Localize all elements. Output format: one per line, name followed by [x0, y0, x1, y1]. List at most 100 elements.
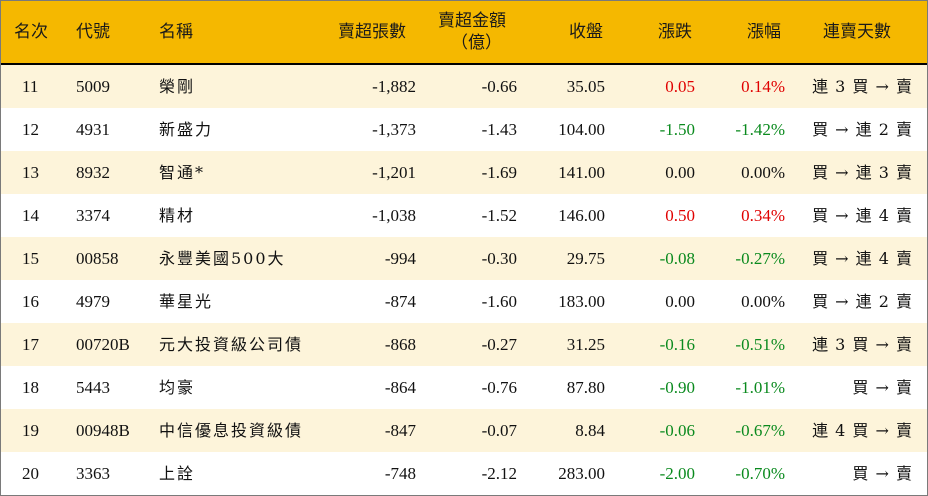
cell-change: 0.05: [665, 77, 695, 96]
cell-code: 3363: [76, 464, 110, 483]
header-change: 漲跌: [658, 22, 692, 42]
cell-close: 183.00: [558, 292, 605, 311]
cell-change-pct: 0.00%: [741, 163, 785, 182]
cell-code: 8932: [76, 163, 110, 182]
cell-rank: 15: [22, 249, 39, 268]
cell-close: 104.00: [558, 120, 605, 139]
cell-rank: 11: [22, 77, 39, 96]
cell-net-sell-lots: -1,038: [372, 206, 416, 225]
cell-close: 141.00: [558, 163, 605, 182]
cell-net-sell-amount: -1.60: [481, 292, 517, 311]
cell-consecutive-days: 買 → 連 2 賣: [812, 292, 913, 311]
cell-net-sell-amount: -0.07: [481, 421, 517, 440]
header-rank: 名次: [14, 22, 48, 42]
header-net-sell-amount: 賣超金額: [438, 11, 506, 31]
cell-change: -0.90: [659, 378, 695, 397]
cell-code: 00858: [76, 249, 119, 268]
cell-net-sell-lots: -1,882: [372, 77, 416, 96]
cell-consecutive-days: 連 4 買 → 賣: [812, 421, 913, 440]
cell-net-sell-amount: -0.66: [481, 77, 517, 96]
cell-rank: 20: [22, 464, 39, 483]
table-row: 13 8932 智通* -1,201 -1.69 141.00 0.00 0.00% 買 → 連…: [1, 151, 927, 194]
cell-net-sell-amount: -1.43: [481, 120, 517, 139]
cell-net-sell-lots: -864: [384, 378, 416, 397]
cell-code: 5009: [76, 77, 110, 96]
table-row: 20 3363 上詮 -748 -2.12 283.00 -2.00 -0.70% 買 → 賣: [1, 452, 927, 495]
header-change-pct: 漲幅: [747, 22, 781, 42]
cell-consecutive-days: 買 → 連 4 賣: [812, 206, 913, 225]
table-row: 17 00720B 元大投資級公司債 -868 -0.27 31.25 -0.16 -0.51…: [1, 323, 927, 366]
table-row: 19 00948B 中信優息投資級債 -847 -0.07 8.84 -0.06 -0.67%…: [1, 409, 927, 452]
cell-rank: 14: [22, 206, 39, 225]
header-consecutive-days: 連賣天數: [823, 22, 891, 42]
cell-code: 3374: [76, 206, 110, 225]
cell-change: -0.08: [659, 249, 695, 268]
cell-name: 精材: [159, 206, 196, 225]
cell-rank: 18: [22, 378, 39, 397]
cell-net-sell-amount: -0.76: [481, 378, 517, 397]
cell-net-sell-amount: -1.69: [481, 163, 517, 182]
cell-net-sell-lots: -1,201: [372, 163, 416, 182]
cell-name: 智通*: [159, 163, 206, 182]
cell-change: -1.50: [659, 120, 695, 139]
cell-net-sell-lots: -748: [384, 464, 416, 483]
table-row: 18 5443 均豪 -864 -0.76 87.80 -0.90 -1.01% 買 → 賣: [1, 366, 927, 409]
cell-net-sell-amount: -0.27: [481, 335, 517, 354]
cell-change: 0.00: [665, 292, 695, 311]
cell-net-sell-lots: -1,373: [372, 120, 416, 139]
cell-consecutive-days: 買 → 賣: [852, 464, 913, 483]
header-net-sell-lots: 賣超張數: [338, 22, 406, 42]
cell-change-pct: -0.70%: [735, 464, 785, 483]
cell-change-pct: -0.51%: [735, 335, 785, 354]
cell-change: -0.16: [659, 335, 695, 354]
table-row: 12 4931 新盛力 -1,373 -1.43 104.00 -1.50 -1.42% 買 →…: [1, 108, 927, 151]
cell-close: 283.00: [558, 464, 605, 483]
header-code: 代號: [76, 22, 110, 42]
cell-change: 0.00: [665, 163, 695, 182]
cell-code: 00948B: [76, 421, 130, 440]
cell-change-pct: 0.34%: [741, 206, 785, 225]
cell-change-pct: 0.14%: [741, 77, 785, 96]
cell-change-pct: 0.00%: [741, 292, 785, 311]
table-row: 11 5009 榮剛 -1,882 -0.66 35.05 0.05 0.14% 連 3 買 →…: [1, 65, 927, 108]
table-header: 名次 代號 名稱 賣超張數 賣超金額 （億） 收盤 漲跌 漲幅 連賣天數: [1, 1, 927, 65]
cell-rank: 19: [22, 421, 39, 440]
table-row: 16 4979 華星光 -874 -1.60 183.00 0.00 0.00% 買 → 連 2…: [1, 280, 927, 323]
cell-close: 31.25: [566, 335, 605, 354]
cell-consecutive-days: 買 → 賣: [852, 378, 913, 397]
cell-close: 8.84: [575, 421, 605, 440]
cell-close: 35.05: [566, 77, 605, 96]
cell-net-sell-lots: -868: [384, 335, 416, 354]
cell-net-sell-lots: -874: [384, 292, 416, 311]
cell-rank: 12: [22, 120, 39, 139]
cell-name: 新盛力: [159, 120, 214, 139]
cell-close: 146.00: [558, 206, 605, 225]
table-row: 14 3374 精材 -1,038 -1.52 146.00 0.50 0.34% 買 → 連 …: [1, 194, 927, 237]
cell-consecutive-days: 買 → 連 3 賣: [812, 163, 913, 182]
cell-name: 永豐美國500大: [159, 249, 286, 268]
cell-name: 華星光: [159, 292, 214, 311]
cell-net-sell-amount: -0.30: [481, 249, 517, 268]
cell-name: 均豪: [159, 378, 196, 397]
table-row: 15 00858 永豐美國500大 -994 -0.30 29.75 -0.08 -0.27%…: [1, 237, 927, 280]
header-net-sell-amount-unit: （億）: [451, 33, 502, 53]
cell-code: 4979: [76, 292, 110, 311]
cell-rank: 13: [22, 163, 39, 182]
cell-consecutive-days: 連 3 買 → 賣: [812, 335, 913, 354]
cell-rank: 16: [22, 292, 39, 311]
cell-rank: 17: [22, 335, 39, 354]
cell-code: 00720B: [76, 335, 130, 354]
cell-consecutive-days: 買 → 連 4 賣: [812, 249, 913, 268]
header-name: 名稱: [159, 22, 193, 42]
cell-code: 4931: [76, 120, 110, 139]
cell-net-sell-amount: -2.12: [481, 464, 517, 483]
cell-name: 上詮: [159, 464, 196, 483]
cell-change: -2.00: [659, 464, 695, 483]
cell-consecutive-days: 買 → 連 2 賣: [812, 120, 913, 139]
cell-consecutive-days: 連 3 買 → 賣: [812, 77, 913, 96]
cell-name: 榮剛: [159, 77, 196, 96]
header-close: 收盤: [569, 22, 603, 42]
cell-name: 中信優息投資級債: [159, 421, 304, 440]
cell-net-sell-lots: -994: [384, 249, 416, 268]
